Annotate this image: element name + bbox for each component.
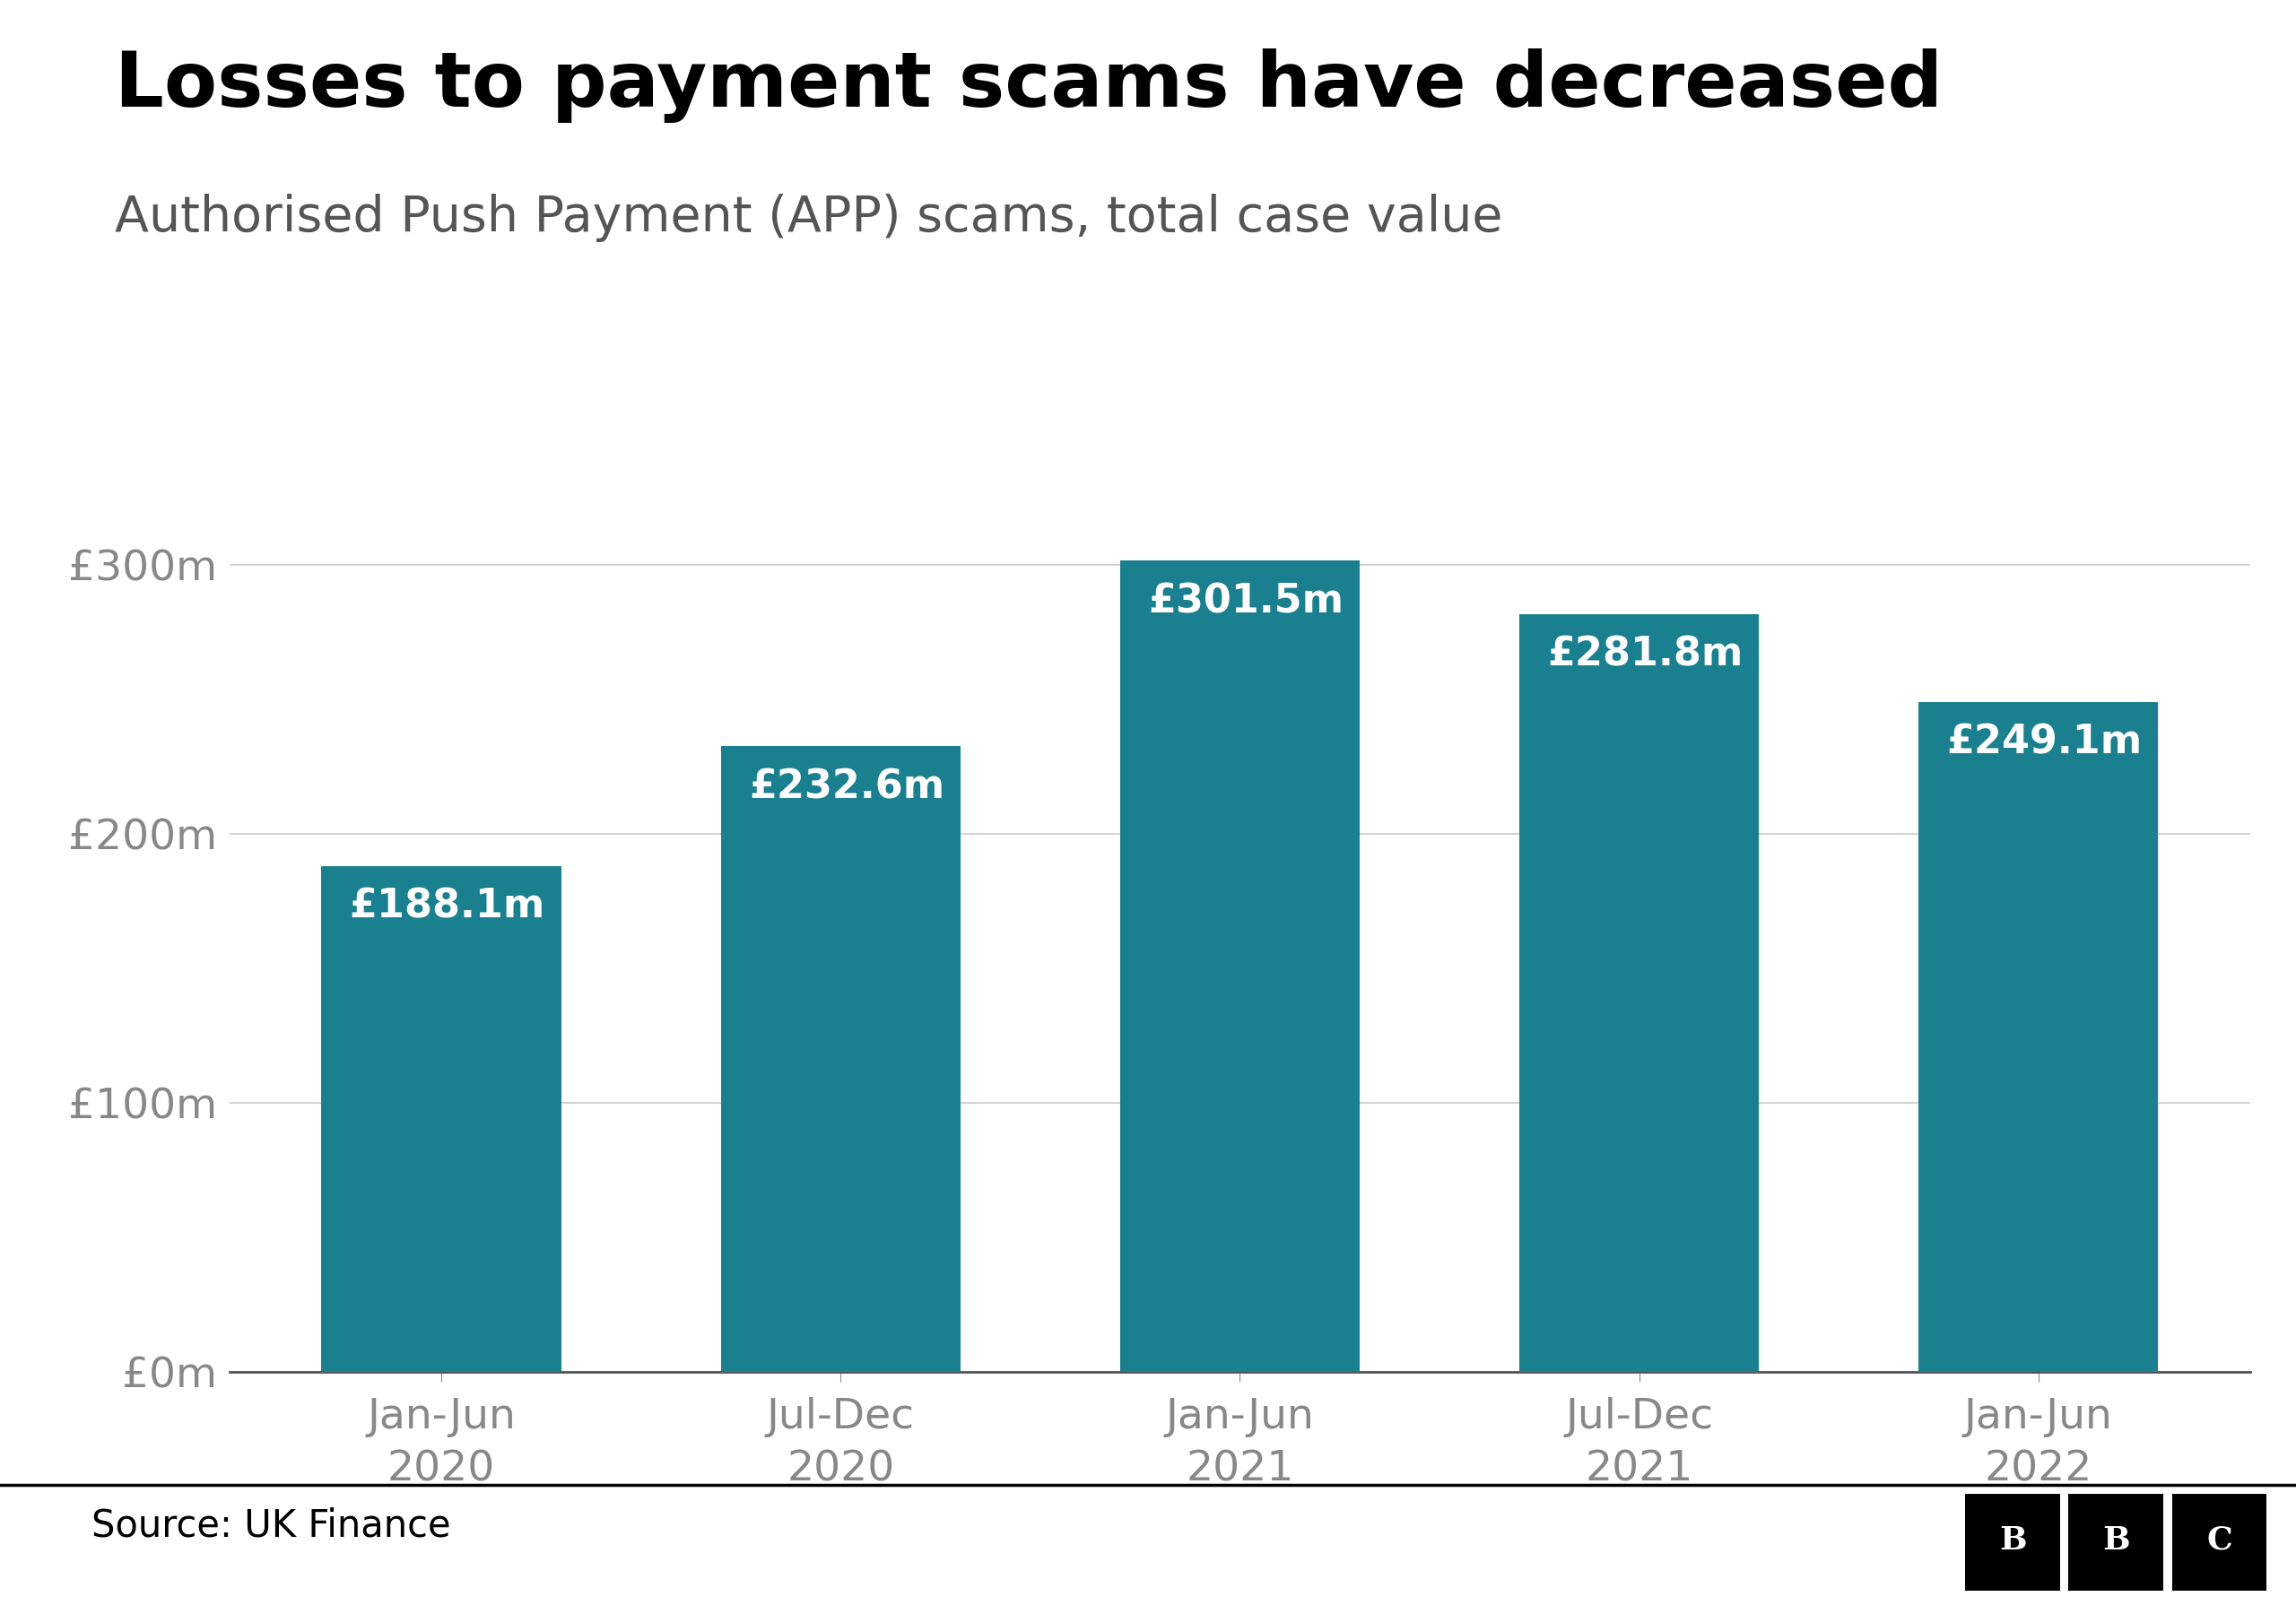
FancyBboxPatch shape bbox=[2172, 1495, 2266, 1590]
Bar bbox=[1120, 560, 1359, 1372]
Text: C: C bbox=[2206, 1525, 2232, 1556]
Text: Source: UK Finance: Source: UK Finance bbox=[92, 1506, 450, 1545]
Text: £188.1m: £188.1m bbox=[349, 888, 544, 926]
Text: B: B bbox=[2103, 1525, 2131, 1556]
Bar bbox=[1520, 613, 1759, 1372]
Text: Authorised Push Payment (APP) scams, total case value: Authorised Push Payment (APP) scams, tot… bbox=[115, 194, 1502, 242]
Text: Losses to payment scams have decreased: Losses to payment scams have decreased bbox=[115, 48, 1942, 123]
Text: £301.5m: £301.5m bbox=[1148, 583, 1343, 621]
Text: £249.1m: £249.1m bbox=[1947, 723, 2142, 762]
Bar bbox=[321, 865, 560, 1372]
FancyBboxPatch shape bbox=[2069, 1495, 2163, 1590]
Bar bbox=[721, 746, 960, 1372]
Text: £232.6m: £232.6m bbox=[748, 768, 944, 807]
Text: £281.8m: £281.8m bbox=[1548, 636, 1743, 675]
Bar bbox=[1919, 702, 2158, 1372]
FancyBboxPatch shape bbox=[1965, 1495, 2060, 1590]
Text: B: B bbox=[2000, 1525, 2027, 1556]
